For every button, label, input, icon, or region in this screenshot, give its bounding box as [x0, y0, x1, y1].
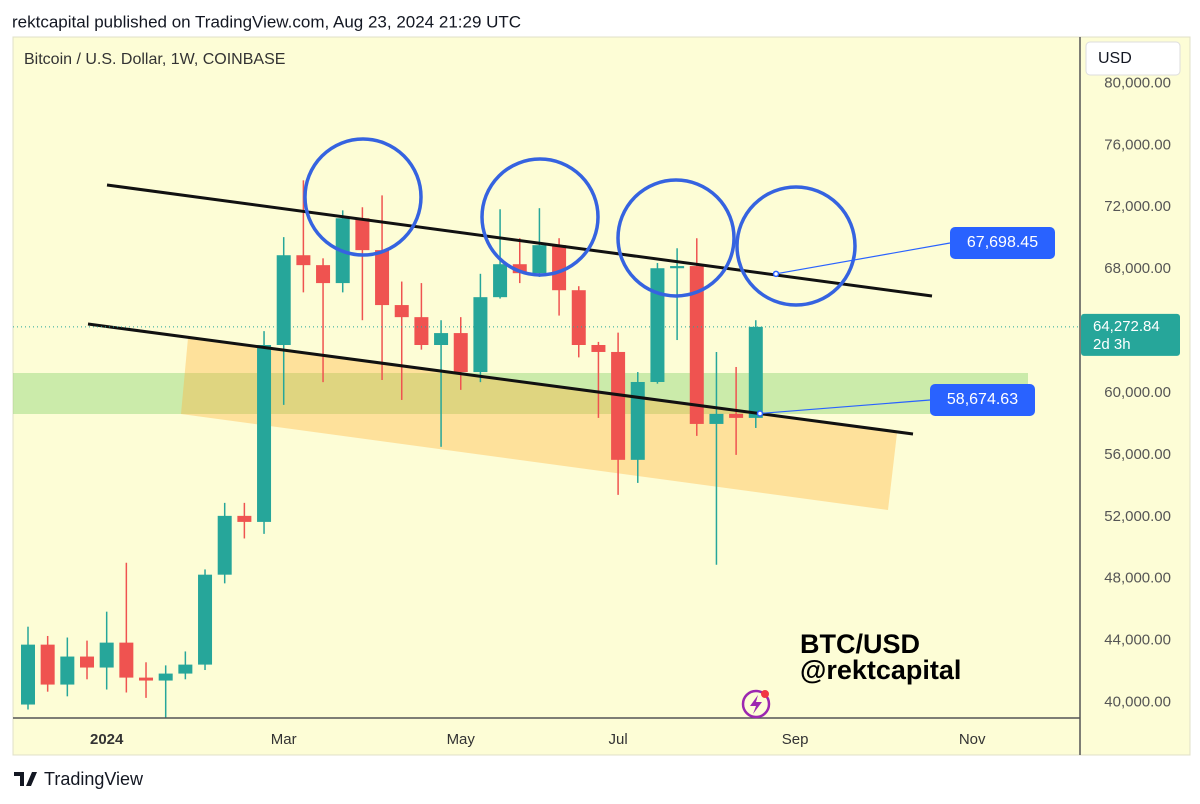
- currency-label: USD: [1098, 50, 1132, 67]
- candle-body: [552, 245, 567, 291]
- countdown-label: 2d 3h: [1093, 336, 1131, 353]
- highlight-circle: [616, 178, 736, 298]
- callout-label: 67,698.45: [967, 234, 1038, 251]
- y-tick-label: 52,000.00: [1104, 508, 1171, 525]
- callout-box: [930, 384, 1035, 416]
- y-tick-label: 40,000.00: [1104, 693, 1171, 710]
- support-band: [13, 373, 1028, 414]
- candle-body: [689, 266, 704, 424]
- last-price-label: 64,272.84: [1093, 318, 1160, 335]
- x-tick-label: May: [447, 731, 476, 748]
- candle-body: [571, 290, 586, 345]
- footer-logo: TradingView: [14, 769, 144, 789]
- y-tick-label: 44,000.00: [1104, 632, 1171, 649]
- candle-body: [670, 266, 685, 269]
- y-tick-label: 68,000.00: [1104, 260, 1171, 277]
- last-price-box: [1081, 313, 1180, 356]
- callout-line: [759, 399, 931, 415]
- candle-body: [21, 644, 35, 705]
- currency-box: [1085, 41, 1181, 76]
- x-tick-label: Mar: [271, 731, 297, 748]
- x-tick-label: 2024: [90, 731, 124, 748]
- symbol-title: Bitcoin / U.S. Dollar, 1W, COINBASE: [24, 51, 285, 68]
- candle-body: [453, 333, 468, 373]
- upper-trendline: [106, 183, 933, 298]
- candle-body: [40, 644, 55, 685]
- footer-text: TradingView: [44, 769, 144, 789]
- candle-body: [198, 574, 213, 665]
- candle-body: [139, 677, 154, 681]
- callout-point: [756, 410, 764, 417]
- candle-body: [316, 265, 331, 284]
- candle-body: [709, 413, 724, 424]
- candle-body: [748, 326, 763, 418]
- candle-body: [630, 381, 645, 460]
- candle-body: [217, 515, 232, 575]
- candle-body: [355, 218, 370, 251]
- candle-body: [158, 673, 173, 681]
- candle-body: [473, 297, 488, 373]
- candle-body: [60, 656, 75, 685]
- y-tick-label: 56,000.00: [1104, 446, 1171, 463]
- y-tick-label: 72,000.00: [1104, 198, 1171, 215]
- publisher-line: rektcapital published on TradingView.com…: [12, 12, 521, 31]
- callout-box: [950, 227, 1055, 259]
- candle-body: [80, 656, 95, 668]
- candle-body: [257, 344, 272, 522]
- highlight-circle: [303, 137, 423, 257]
- candle-body: [434, 333, 449, 345]
- alert-icon: [741, 689, 771, 719]
- highlight-circle: [480, 157, 600, 277]
- candle-body: [276, 255, 291, 345]
- x-tick-label: Sep: [782, 731, 809, 748]
- candle-body: [591, 344, 606, 352]
- callout-line: [775, 242, 951, 275]
- y-tick-label: 48,000.00: [1104, 570, 1171, 587]
- candle-body: [512, 264, 527, 274]
- candles: [21, 180, 763, 718]
- x-tick-label: Nov: [959, 731, 986, 748]
- candle-body: [99, 642, 114, 668]
- x-tick-label: Jul: [609, 731, 628, 748]
- candle-body: [611, 351, 626, 460]
- candle-body: [493, 264, 508, 298]
- candle-body: [296, 255, 311, 266]
- y-tick-label: 76,000.00: [1104, 136, 1171, 153]
- candle-body: [178, 664, 193, 674]
- candle-body: [237, 515, 252, 522]
- watermark: @rektcapital: [800, 655, 961, 685]
- candle-body: [394, 305, 409, 318]
- candle-body: [119, 642, 134, 678]
- candle-body: [532, 245, 547, 274]
- callout-label: 58,674.63: [947, 391, 1018, 408]
- channel-zone: [181, 338, 897, 510]
- callout-point: [772, 270, 780, 278]
- y-tick-label: 80,000.00: [1104, 74, 1171, 91]
- y-tick-label: 60,000.00: [1104, 384, 1171, 401]
- drawings: [13, 338, 1028, 510]
- watermark: BTC/USD: [800, 629, 920, 659]
- highlight-circle: [735, 185, 857, 307]
- candle-body: [729, 413, 744, 418]
- lower-trendline: [87, 322, 914, 436]
- trendlines: [87, 137, 933, 436]
- candle-body: [414, 317, 429, 345]
- candle-body: [375, 250, 390, 306]
- candle-body: [650, 268, 665, 382]
